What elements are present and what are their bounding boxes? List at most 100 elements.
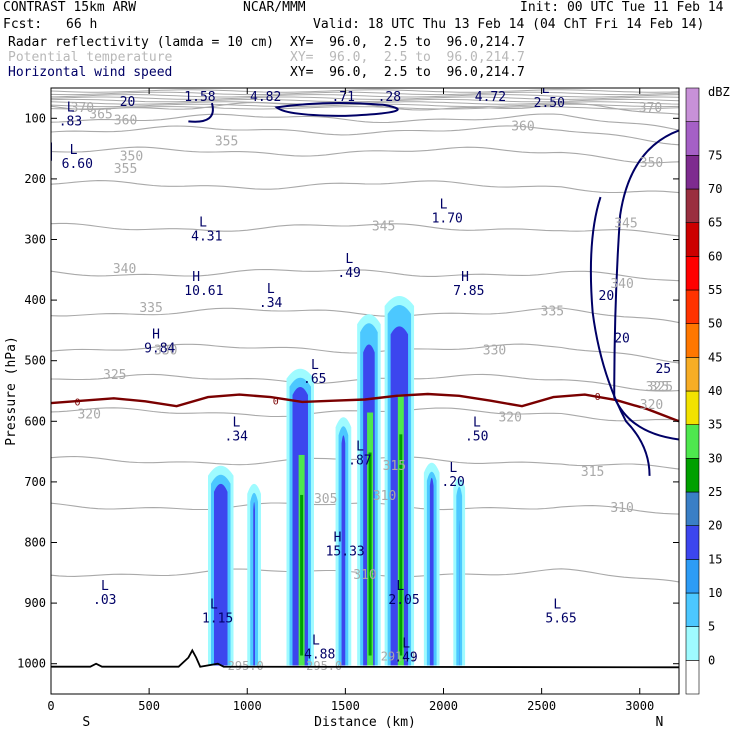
theta-label: 340 [610,277,633,292]
extremum-marker: L [210,597,218,612]
field-wind: Horizontal wind speed [8,65,173,80]
theta-contour [51,106,679,110]
theta-contour [51,96,679,100]
reflectivity-20dbz [214,483,228,666]
extremum-marker: L [483,76,491,91]
extremum-marker: L [312,634,320,649]
theta-label: 350 [640,156,663,171]
colorbar-swatch [685,323,700,358]
extremum-value: .34 [259,296,283,311]
theta-label: 365 [89,107,112,122]
colorbar-level-label: 40 [708,384,722,398]
reflectivity-20dbz [429,477,434,666]
theta-label: 340 [113,262,136,277]
colorbar-level-label: 0 [708,653,715,667]
field-reflectivity-xy: XY= 96.0, 2.5 to 96.0,214.7 [290,35,525,50]
extremum-value: 7.85 [453,284,484,299]
y-tick-label: 700 [24,475,46,489]
freezing-level-label: 0 [273,397,279,408]
theta-contour [51,146,679,164]
fcst-label: Fcst: [3,17,43,32]
center-label: NCAR/MMM [243,0,306,15]
colorbar-swatch [685,121,700,156]
extremum-marker: L [402,637,410,652]
colorbar: dBZ 0 5 10 15 20 25 30 35 40 45 50 55 60 65 70 75 [685,85,730,695]
extremum-value: .49 [394,651,417,666]
x-tick-label: 2500 [527,699,556,713]
plot-frame [50,87,680,695]
theta-label: 315 [581,465,604,480]
colorbar-level-label: 15 [708,552,722,566]
wind-contour-label: 25 [655,362,671,377]
y-tick-label: 800 [24,536,46,550]
colorbar-swatch [685,626,700,661]
wind-contour-label: 20 [614,332,630,347]
extremum-value: 4.31 [191,229,222,244]
field-theta-xy: XY= 96.0, 2.5 to 96.0,214.7 [290,50,525,65]
x-tick-label: 2000 [429,699,458,713]
theta-label: 330 [154,344,177,359]
extremum-marker: L [345,252,353,267]
field-reflectivity: Radar reflectivity (lamda = 10 cm) [8,35,275,50]
colorbar-level-label: 45 [708,350,722,364]
y-tick-label: 100 [24,111,46,125]
colorbar-swatch [685,559,700,594]
extremum-value: 10.61 [184,284,223,299]
x-end-left-label: S [82,715,90,730]
theta-surface-label: 295.0 [228,659,264,673]
reflectivity-35dbz [300,494,304,656]
extremum-value: .50 [465,429,488,444]
extremum-value: .03 [93,593,116,608]
reflectivity-20dbz [253,502,255,666]
extremum-marker: L [192,76,200,91]
y-tick-label: 600 [24,414,46,428]
x-tick-label: 0 [47,699,54,713]
theta-contour [51,180,679,194]
theta-label: 345 [372,219,395,234]
colorbar-level-label: 25 [708,485,722,499]
freezing-level-label: 0 [595,392,601,403]
colorbar-unit: dBZ [708,85,730,99]
x-tick-label: 1500 [331,699,360,713]
theta-label: 320 [77,407,100,422]
theta-label: 370 [639,101,662,116]
theta-label: 345 [614,216,637,231]
extremum-value: .49 [337,266,360,281]
extremum-marker: H [461,270,469,285]
colorbar-swatch [685,155,700,190]
extremum-value: 4.88 [304,648,335,663]
y-tick-label: 500 [24,354,46,368]
colorbar-swatch [685,592,700,627]
extremum-value: .34 [225,429,249,444]
colorbar-swatch [685,660,700,695]
theta-label: 360 [511,119,534,134]
x-tick-label: 3000 [625,699,654,713]
extremum-marker: L [267,282,275,297]
colorbar-swatch [685,390,700,425]
colorbar-swatch [685,87,700,122]
extremum-marker: H [334,531,342,546]
colorbar-swatch [685,458,700,493]
colorbar-level-label: 75 [708,148,722,162]
extremum-value: 1.15 [202,611,233,626]
extremum-marker: L [101,579,109,594]
theta-contour [51,89,679,93]
extremum-marker: H [152,328,160,343]
theta-label: 355 [114,162,137,177]
theta-label: 370 [71,101,94,116]
colorbar-swatch [685,357,700,392]
extremum-value: .28 [378,90,401,105]
theta-label: 330 [483,344,506,359]
wind-contour [274,102,399,117]
theta-label: 310 [353,568,376,583]
theta-label: 310 [373,489,396,504]
colorbar-level-label: 70 [708,182,722,196]
theta-label: 315 [383,459,406,474]
theta-surface-label: 295.0 [306,659,342,673]
reflectivity-35dbz [368,452,372,656]
extremum-marker: L [440,197,448,212]
colorbar-swatch [685,289,700,324]
init-time: Init: 00 UTC Tue 11 Feb 14 [520,0,724,15]
colorbar-level-label: 50 [708,317,722,331]
extremum-value: .20 [441,475,464,490]
